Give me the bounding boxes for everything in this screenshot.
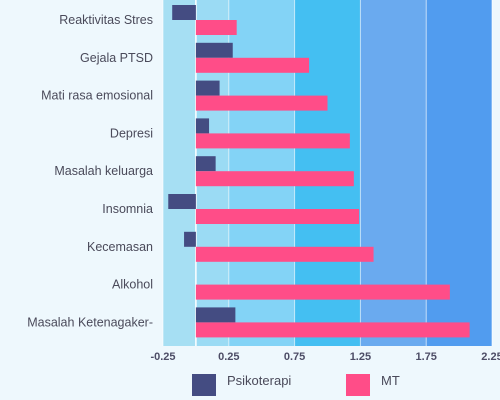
x-tick-label: 0.25 [218, 351, 239, 363]
bar-mt [195, 322, 470, 338]
legend-swatch [346, 374, 370, 396]
bar-mt [195, 95, 328, 111]
bar-mt [195, 133, 350, 149]
bar-psikoterapi [168, 194, 196, 209]
category-label: Masalah Ketenagaker- [27, 315, 153, 329]
bar-psikoterapi [195, 156, 216, 172]
legend-label: Psikoterapi [227, 373, 291, 388]
x-tick-label: 2.25 [481, 351, 500, 363]
bar-mt [195, 20, 237, 35]
x-axis-ticks: -0.25 0.25 0.75 1.25 1.75 2.25 [150, 351, 500, 363]
legend-label: MT [381, 373, 400, 388]
category-label: Alkohol [112, 278, 153, 292]
category-label: Mati rasa emosional [41, 89, 153, 103]
bar-mt [195, 171, 354, 187]
bar-mt [195, 284, 450, 300]
x-tick-label: 0.75 [284, 351, 305, 363]
x-tick-label: 1.75 [415, 351, 436, 363]
background-band [163, 0, 196, 346]
bar-psikoterapi [184, 231, 196, 247]
category-label: Kecemasan [87, 240, 153, 254]
legend-swatch [192, 374, 216, 396]
category-label: Depresi [110, 126, 153, 140]
category-label: Masalah keluarga [54, 164, 153, 178]
bar-mt [195, 209, 360, 224]
chart-bars [168, 5, 470, 338]
bar-mt [195, 57, 310, 73]
bar-psikoterapi [195, 42, 233, 58]
bar-psikoterapi [195, 118, 210, 134]
category-label: Reaktivitas Stres [59, 13, 153, 27]
category-label: Gejala PTSD [80, 51, 153, 65]
x-tick-label: -0.25 [150, 351, 175, 363]
bar-psikoterapi [172, 5, 196, 20]
legend: Psikoterapi MT [192, 373, 400, 396]
x-tick-label: 1.25 [350, 351, 371, 363]
category-label: Insomnia [102, 202, 153, 216]
bar-psikoterapi [195, 307, 236, 323]
bar-psikoterapi [195, 80, 220, 96]
bar-mt [195, 246, 374, 262]
category-labels: Reaktivitas Stres Gejala PTSD Mati rasa em… [27, 13, 153, 329]
